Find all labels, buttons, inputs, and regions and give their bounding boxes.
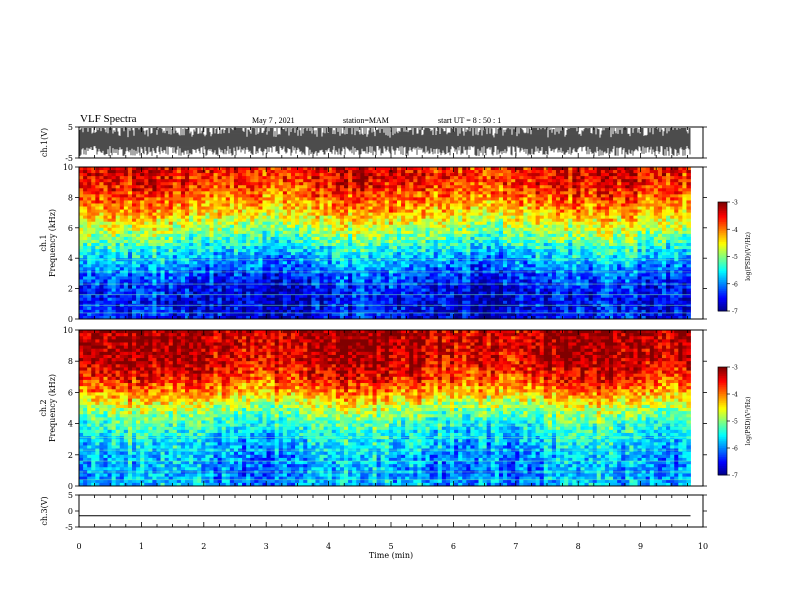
- ch1-spectrogram-ytick-label: 6: [68, 224, 73, 233]
- start-time-label: start UT = 8 : 50 : 1: [438, 116, 502, 125]
- ch1-colorbar-label: log(PSD)(V²/Hz): [745, 232, 752, 281]
- ch3-waveform-ytick-label: -5: [65, 523, 73, 532]
- x-tick-label: 0: [76, 542, 81, 551]
- x-tick-label: 10: [698, 542, 708, 551]
- ch3-waveform-ylabel: ch.3(V): [40, 496, 49, 525]
- ch1-spectrogram-ylabel: ch.1: [39, 234, 48, 251]
- x-tick-label: 1: [139, 542, 144, 551]
- ch1-spectrogram-ylabel: Frequency (kHz): [48, 209, 57, 277]
- ch2-spectrogram-ytick-label: 0: [68, 482, 73, 491]
- x-tick-label: 7: [513, 542, 518, 551]
- ch1-spectrogram-ytick-label: 4: [68, 254, 73, 263]
- ch2-spectrogram-ylabel: Frequency (kHz): [48, 374, 57, 442]
- ch2-colorbar-tick-label: -5: [732, 419, 738, 426]
- x-axis-label: Time (min): [369, 551, 413, 560]
- x-tick-label: 2: [201, 542, 206, 551]
- ch2-spectrogram-image: [79, 330, 691, 487]
- ch2-spectrogram-ytick-label: 4: [68, 420, 73, 429]
- ch3-waveform-ytick-label: 0: [68, 507, 73, 516]
- ch2-colorbar-label: log(PSD)(V²/Hz): [745, 397, 752, 446]
- ch1-colorbar-tick-label: -6: [732, 281, 738, 288]
- ch3-waveform-ytick-label: 5: [68, 491, 73, 500]
- x-tick-label: 9: [638, 542, 643, 551]
- ch1-colorbar-tick-label: -3: [732, 200, 738, 207]
- ch2-colorbar-tick-label: -6: [732, 446, 738, 453]
- ch2-colorbar: [718, 367, 727, 476]
- x-tick-label: 8: [576, 542, 581, 551]
- ch2-spectrogram-ylabel: ch.2: [39, 399, 48, 416]
- x-tick-label: 3: [264, 542, 269, 551]
- ch1-spectrogram-ytick-label: 10: [63, 163, 73, 172]
- figure-title: VLF Spectra: [80, 113, 137, 125]
- ch2-colorbar-tick-label: -4: [732, 392, 738, 399]
- ch1-colorbar: [718, 202, 727, 312]
- ch1-waveform-ylabel: ch.1(V): [40, 128, 49, 157]
- x-tick-label: 6: [451, 542, 456, 551]
- ch1-colorbar-tick-label: -7: [732, 309, 738, 316]
- ch1-waveform-ytick-label: -5: [65, 154, 73, 163]
- ch2-colorbar-tick-label: -3: [732, 365, 738, 372]
- x-tick-label: 5: [388, 542, 393, 551]
- x-tick-label: 4: [326, 542, 331, 551]
- ch1-colorbar-tick-label: -5: [732, 254, 738, 261]
- ch1-waveform-trace: [79, 128, 691, 156]
- ch1-spectrogram-ytick-label: 2: [68, 285, 73, 294]
- ch2-spectrogram-ytick-label: 8: [68, 357, 73, 366]
- ch1-waveform-ytick-label: 5: [68, 123, 73, 132]
- ch1-spectrogram-ytick-label: 8: [68, 193, 73, 202]
- ch1-spectrogram-image: [79, 167, 691, 320]
- ch1-spectrogram-ytick-label: 0: [68, 315, 73, 324]
- ch2-colorbar-tick-label: -7: [732, 473, 738, 480]
- ch2-spectrogram-ytick-label: 10: [63, 326, 73, 335]
- ch2-spectrogram-ytick-label: 6: [68, 388, 73, 397]
- ch2-spectrogram-ytick-label: 2: [68, 451, 73, 460]
- station-label: station=MAM: [343, 116, 389, 125]
- date-label: May 7 , 2021: [252, 116, 295, 125]
- ch1-colorbar-tick-label: -4: [732, 227, 738, 234]
